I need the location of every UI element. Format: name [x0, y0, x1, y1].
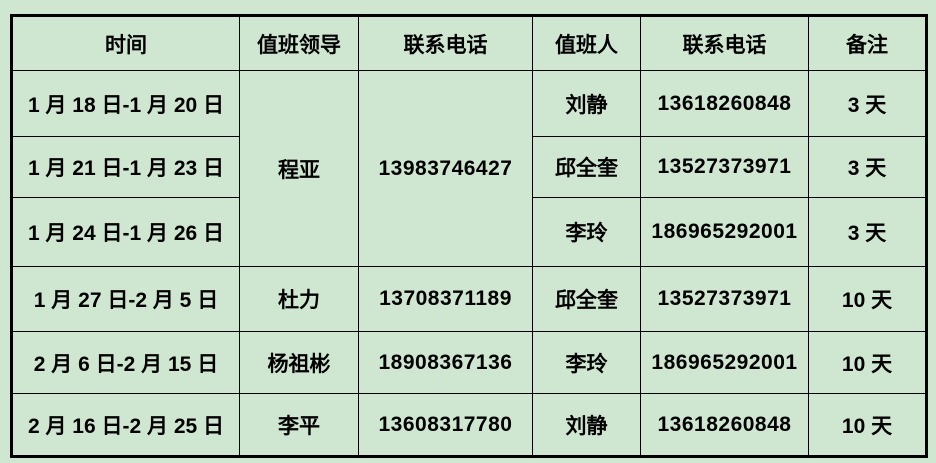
cell-person-phone: 13527373971 — [640, 266, 809, 332]
cell-note: 3 天 — [808, 136, 927, 198]
cell-leader: 杜力 — [239, 266, 359, 332]
cell-note: 10 天 — [808, 266, 927, 332]
cell-person: 刘静 — [532, 393, 641, 457]
header-leader-phone: 联系电话 — [358, 15, 533, 71]
cell-note: 10 天 — [808, 331, 927, 394]
cell-time: 1 月 18 日-1 月 20 日 — [11, 70, 240, 137]
cell-note: 3 天 — [808, 70, 927, 137]
table-row: 1 月 18 日-1 月 20 日 程亚 13983746427 刘静 1361… — [11, 70, 927, 267]
cell-leader-phone: 13608317780 — [358, 393, 533, 457]
cell-person-phone: 186965292001 — [640, 331, 809, 394]
header-person-phone: 联系电话 — [640, 15, 809, 71]
cell-person-phone: 13618260848 — [640, 70, 809, 137]
duty-schedule: 时间 值班领导 联系电话 值班人 联系电话 备注 1 月 18 日-1 月 20… — [10, 14, 928, 458]
table-row: 2 月 16 日-2 月 25 日 李平 13608317780 刘静 1361… — [11, 393, 927, 457]
cell-leader-phone: 13983746427 — [358, 70, 533, 267]
header-time: 时间 — [11, 15, 240, 71]
cell-person: 邱全奎 — [532, 136, 641, 198]
cell-leader: 李平 — [239, 393, 359, 457]
cell-time: 1 月 21 日-1 月 23 日 — [11, 136, 240, 198]
cell-time: 2 月 6 日-2 月 15 日 — [11, 331, 240, 394]
duty-schedule-table: 时间 值班领导 联系电话 值班人 联系电话 备注 1 月 18 日-1 月 20… — [10, 14, 928, 458]
table-row: 1 月 21 日-1 月 23 日 邱全奎 13527373971 3 天 — [11, 136, 927, 198]
header-note: 备注 — [808, 15, 927, 71]
cell-leader-phone: 13708371189 — [358, 266, 533, 332]
cell-person-phone: 186965292001 — [640, 197, 809, 267]
cell-person-phone: 13618260848 — [640, 393, 809, 457]
cell-leader: 杨祖彬 — [239, 331, 359, 394]
header-duty-person: 值班人 — [532, 15, 641, 71]
cell-leader: 程亚 — [239, 70, 359, 267]
header-duty-leader: 值班领导 — [239, 15, 359, 71]
cell-person: 李玲 — [532, 331, 641, 394]
table-row: 1 月 24 日-1 月 26 日 李玲 186965292001 3 天 — [11, 197, 927, 267]
cell-time: 2 月 16 日-2 月 25 日 — [11, 393, 240, 457]
cell-note: 3 天 — [808, 197, 927, 267]
table-row: 1 月 27 日-2 月 5 日 杜力 13708371189 邱全奎 1352… — [11, 266, 927, 332]
cell-time: 1 月 27 日-2 月 5 日 — [11, 266, 240, 332]
cell-time: 1 月 24 日-1 月 26 日 — [11, 197, 240, 267]
cell-person: 李玲 — [532, 197, 641, 267]
cell-note: 10 天 — [808, 393, 927, 457]
cell-leader-phone: 18908367136 — [358, 331, 533, 394]
header-row: 时间 值班领导 联系电话 值班人 联系电话 备注 — [11, 15, 927, 71]
cell-person: 邱全奎 — [532, 266, 641, 332]
cell-person-phone: 13527373971 — [640, 136, 809, 198]
cell-person: 刘静 — [532, 70, 641, 137]
table-row: 2 月 6 日-2 月 15 日 杨祖彬 18908367136 李玲 1869… — [11, 331, 927, 394]
